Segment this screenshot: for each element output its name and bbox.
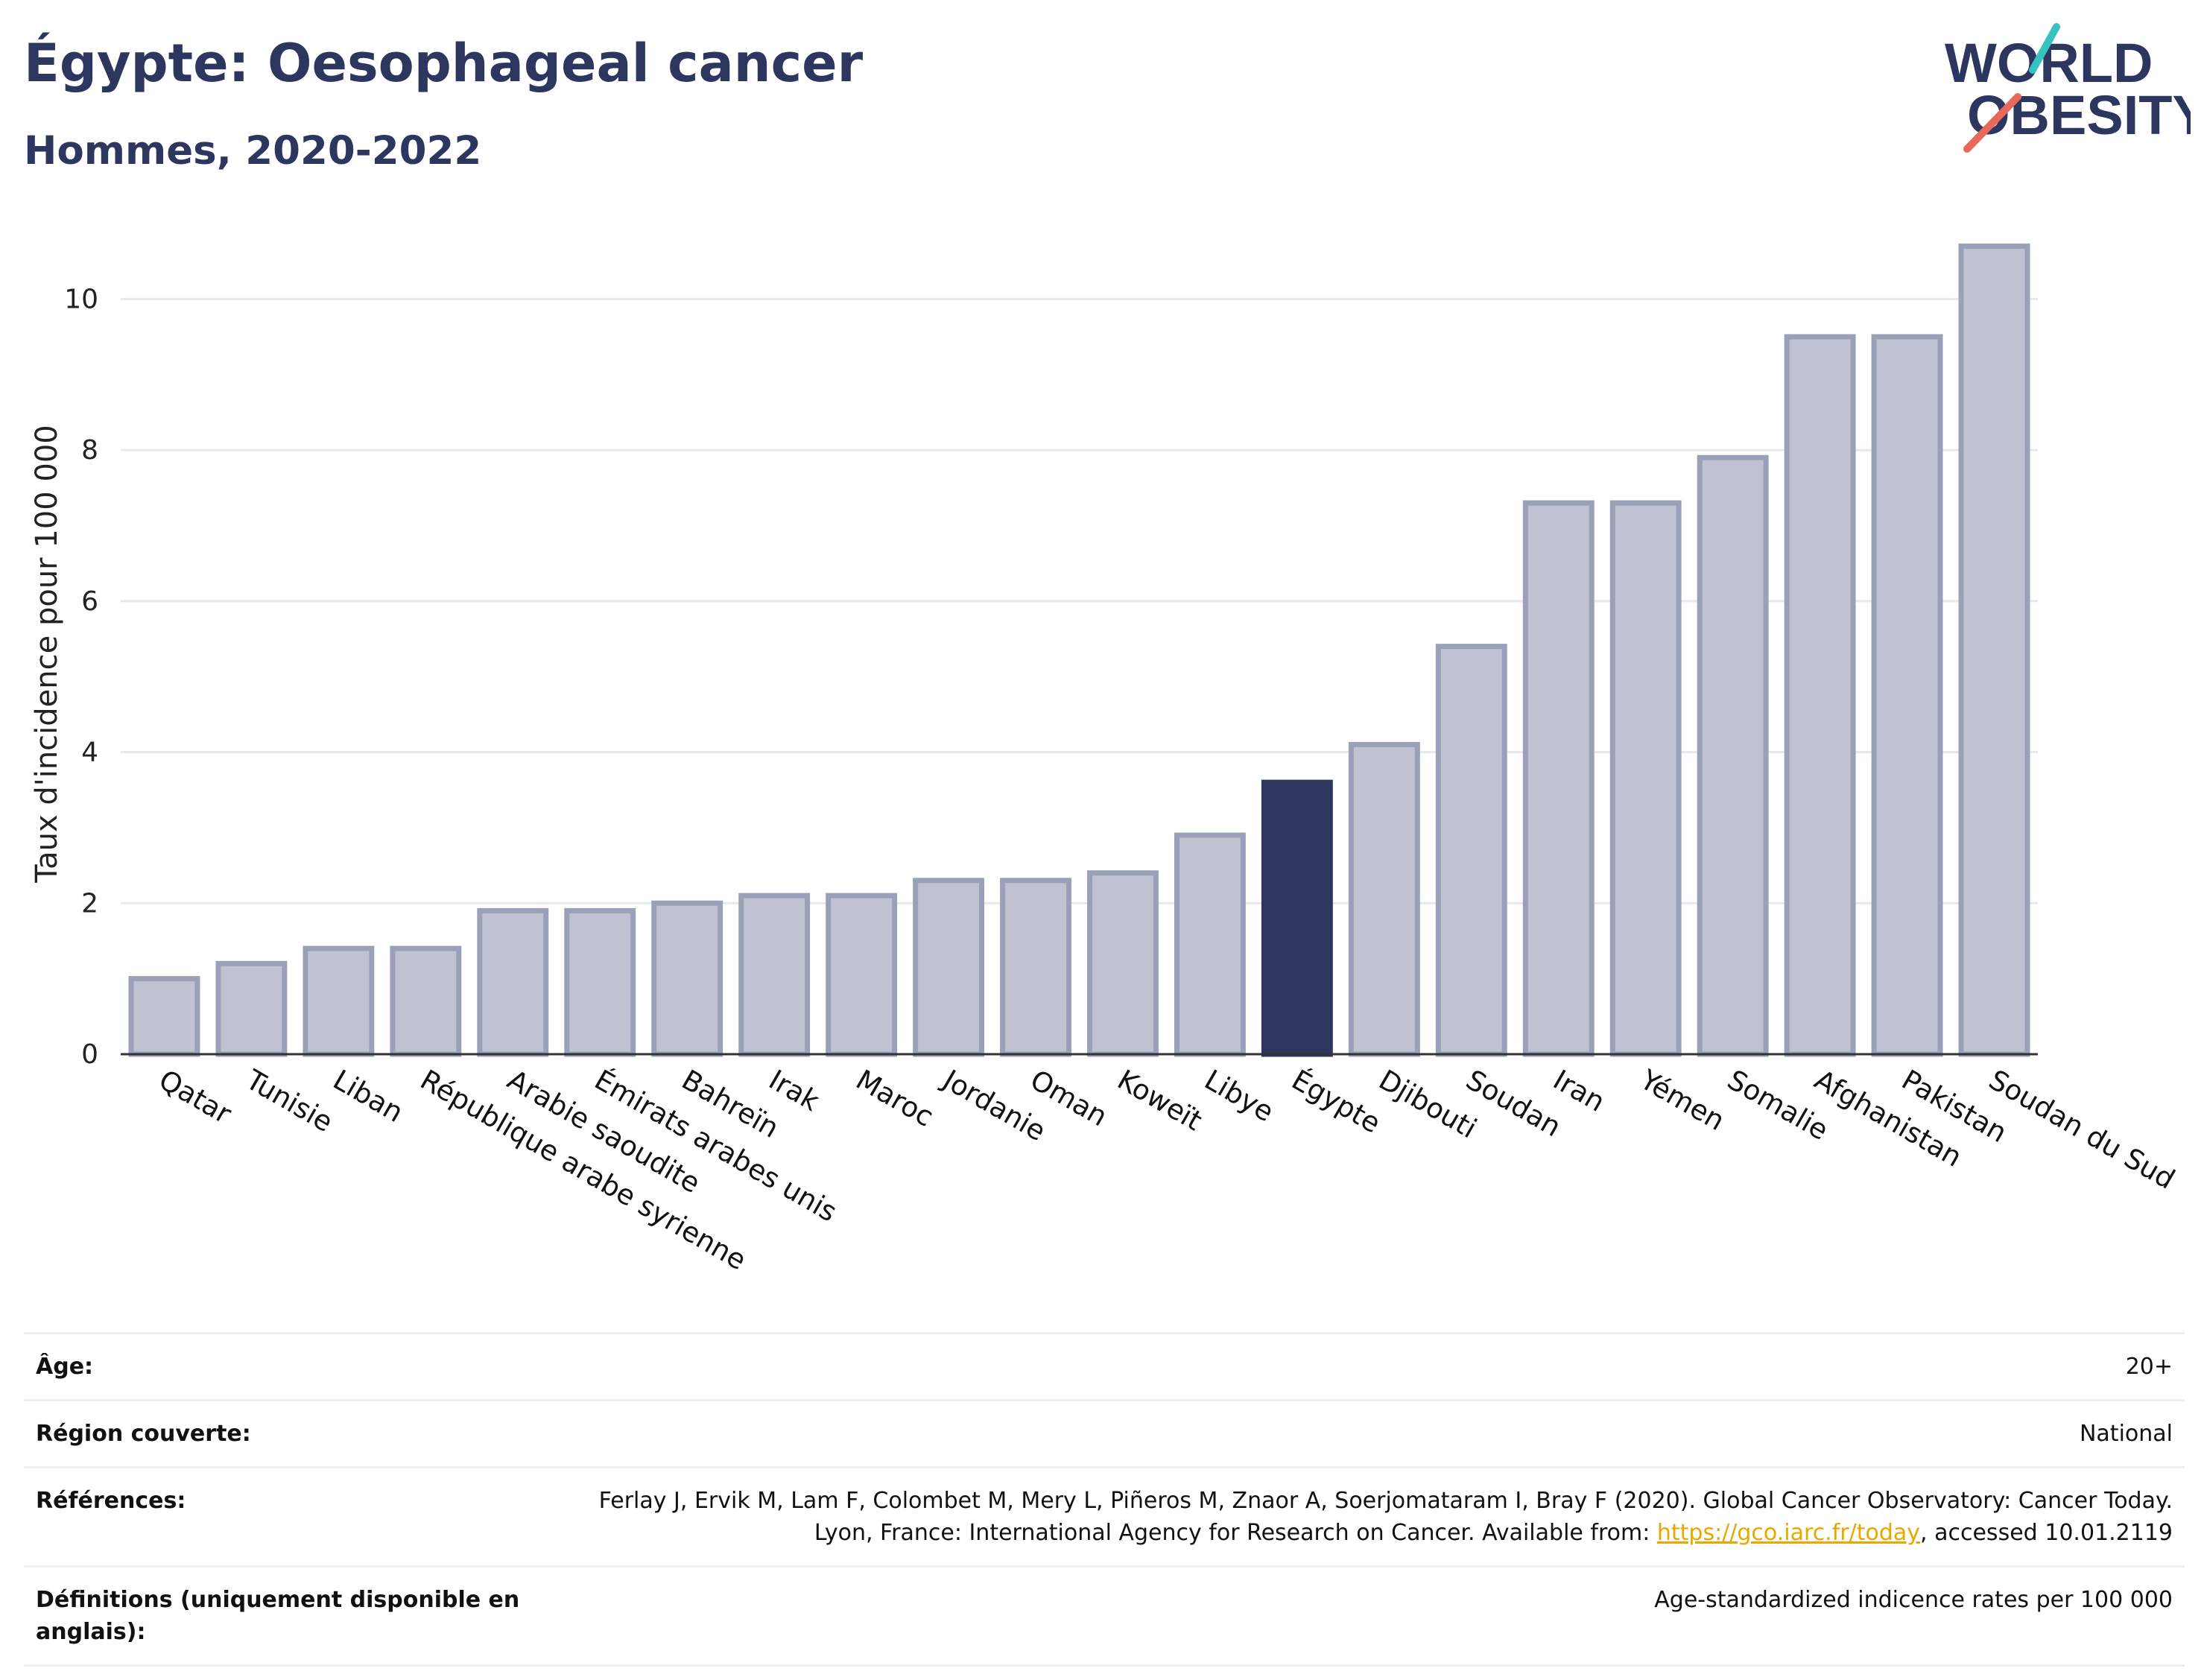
bar (1784, 334, 1856, 1057)
logo-slash-coral (1963, 93, 2021, 153)
bar (1261, 779, 1333, 1057)
bar (1522, 500, 1595, 1057)
page-title: Égypte: Oesophageal cancer (24, 33, 864, 94)
bar (738, 893, 811, 1057)
bar (1958, 243, 2030, 1057)
x-tick-label: Libye (1199, 1064, 1279, 1129)
y-axis-title: Taux d'incidence pour 100 000 (30, 425, 64, 883)
references-accessed: , accessed 10.01.2119 (1920, 1520, 2173, 1546)
meta-age-value: 20+ (539, 1332, 2185, 1401)
meta-region-label: Région couverte: (24, 1399, 539, 1468)
references-link[interactable]: https://gco.iarc.fr/today (1656, 1520, 1921, 1546)
bar (128, 976, 200, 1057)
meta-definitions-value: Age-standardized indicence rates per 100… (539, 1565, 2185, 1667)
logo-slash-teal (2029, 23, 2060, 74)
bar (215, 960, 288, 1057)
x-tick-label: Soudan (1460, 1064, 1566, 1144)
x-tick-label: Somalie (1722, 1064, 1834, 1147)
x-tick-label: Yémen (1634, 1063, 1730, 1137)
meta-age-label: Âge: (24, 1332, 539, 1401)
bar (477, 907, 549, 1057)
bar (1609, 500, 1682, 1057)
meta-references-label: Références: (24, 1466, 539, 1567)
bar (1000, 878, 1071, 1057)
bar (1697, 454, 1769, 1057)
bar (564, 907, 636, 1057)
x-tick-label: Égypte (1286, 1063, 1386, 1140)
bar (390, 945, 462, 1057)
meta-references-value: Ferlay J, Ervik M, Lam F, Colombet M, Me… (539, 1466, 2185, 1567)
bar (1435, 644, 1507, 1057)
x-tick-label: Soudan du Sud (1983, 1064, 2180, 1196)
x-tick-label: Liban (328, 1064, 409, 1129)
metadata-table: Âge: 20+ Région couverte: National Référ… (24, 1332, 2185, 1667)
meta-row-definitions: Définitions (uniquement disponible en an… (24, 1565, 2185, 1667)
bar (1087, 870, 1159, 1057)
world-obesity-logo: WORLD OBESITY (1945, 23, 2191, 153)
bar (651, 900, 723, 1057)
y-tick-label: 8 (81, 435, 98, 466)
bar-chart: 0 2 4 6 8 10 Taux d'incidence pour 100 000 Qata… (30, 243, 2180, 1276)
bar (1174, 832, 1246, 1057)
x-tick-label: Qatar (153, 1064, 237, 1131)
y-tick-label: 10 (64, 284, 98, 314)
references-text: Ferlay J, Ervik M, Lam F, Colombet M, Me… (598, 1488, 2173, 1546)
meta-row-region: Région couverte: National (24, 1399, 2185, 1468)
bar (913, 878, 985, 1057)
page-subtitle: Hommes, 2020-2022 (24, 128, 482, 174)
meta-definitions-label: Définitions (uniquement disponible en an… (24, 1565, 539, 1667)
bar (1871, 334, 1943, 1057)
meta-row-references: Références: Ferlay J, Ervik M, Lam F, Co… (24, 1466, 2185, 1567)
y-tick-label: 2 (81, 888, 98, 919)
x-tick-label: Tunisie (240, 1063, 338, 1138)
x-tick-label: Djibouti (1373, 1064, 1482, 1145)
x-tick-label: Maroc (851, 1064, 939, 1133)
y-tick-label: 0 (81, 1039, 98, 1070)
x-tick-label: Koweït (1112, 1064, 1207, 1138)
y-tick-label: 4 (81, 738, 98, 768)
meta-row-age: Âge: 20+ (24, 1332, 2185, 1401)
bar (303, 945, 375, 1057)
bar (1348, 741, 1420, 1057)
bar (826, 893, 898, 1057)
meta-region-value: National (539, 1399, 2185, 1468)
y-tick-label: 6 (81, 586, 98, 617)
